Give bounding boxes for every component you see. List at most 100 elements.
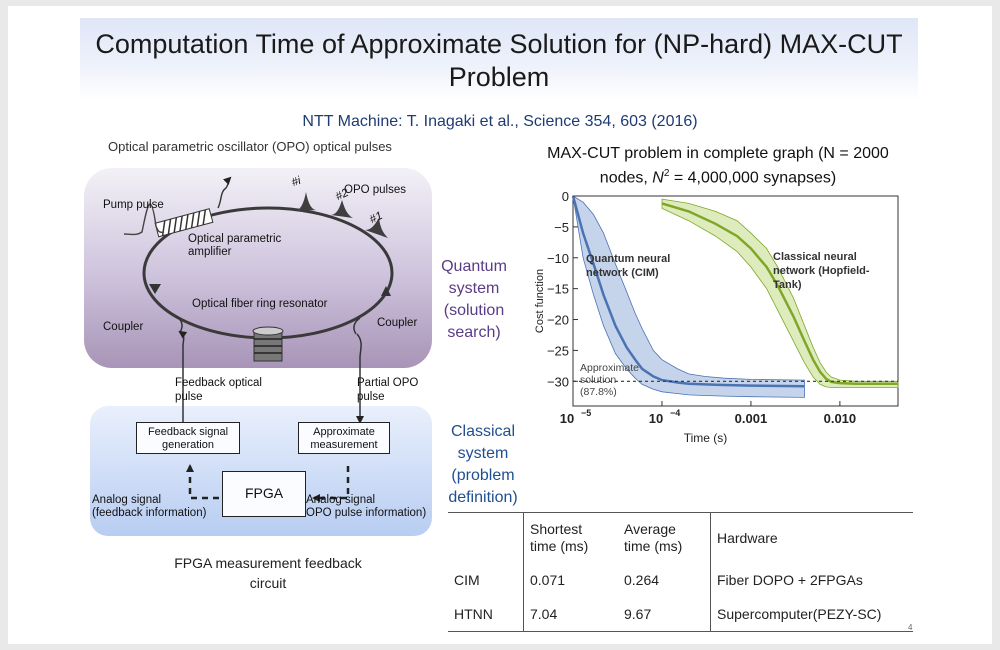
classical-label-line: Classical [450,423,515,440]
quantum-system-label: Quantum system (solution search) [434,256,514,344]
analog-left-label-1: Analog signal [92,494,162,506]
slide: Computation Time of Approximate Solution… [8,6,992,644]
chart-title-line-2: nodes, N2 = 4,000,000 synapses) [498,164,938,188]
series-band-0 [572,195,805,398]
ring-resonator-spool [252,326,284,362]
approx-annotation-1: Approximate [580,362,639,374]
cim-annotation-1: Quantum neural [586,253,670,265]
fpga-to-feedback-path [186,464,230,500]
approx-annotation-2: solution [580,374,616,386]
page-number: 4 [908,623,913,632]
fpga-caption: FPGA measurement feedback circuit [148,553,388,593]
header-shortest-line-2: time (ms) [530,538,589,554]
chart-title-line-1: MAX-CUT problem in complete graph (N = 2… [547,145,889,162]
pump-pulse-shape [123,203,165,236]
y-tick-label: −10 [547,251,569,266]
chart-title-sup: 2 [663,168,670,179]
measurement-box-label-2: measurement [310,439,378,451]
series-line-1 [661,202,898,386]
amplifier-label-1: Optical parametric [188,233,282,245]
series-line-0 [571,195,805,388]
x-tick-label: 0.010 [824,411,857,426]
series-band-1 [661,198,899,388]
analog-left-label-2: (feedback information) [92,507,207,519]
partial-pulse-label-2: pulse [357,391,385,403]
row-shortest: 0.071 [530,571,566,588]
chart-title-var: N [652,169,664,187]
results-table: Shortest time (ms) Average time (ms) Har… [448,512,913,632]
opo-schematic [123,176,394,502]
header-average-line-1: Average [624,521,676,537]
opo-pulses-label: OPO pulses [344,184,406,196]
classical-label-line: system [457,445,509,462]
y-tick-label: −15 [547,282,569,297]
opo-caption: Optical parametric oscillator (OPO) opti… [108,139,392,154]
header-cell-empty [448,512,524,563]
row-name: CIM [448,563,524,597]
ring-arrow-left [149,284,161,294]
feedback-box-label-2: generation [162,439,214,451]
partial-fiber [356,333,364,424]
table-header-row: Shortest time (ms) Average time (ms) Har… [448,512,913,564]
quantum-label-line: (solution [443,302,505,319]
chart-title-suffix: = 4,000,000 synapses) [669,169,837,187]
feedback-box-label-1: Feedback signal [147,426,229,438]
htnn-annotation-2: network (Hopfield- [773,265,870,277]
citation-subtitle: NTT Machine: T. Inagaki et al., Science … [302,113,698,130]
htnn-annotation-1: Classical neural [773,251,857,263]
analog-right-label-1: Analog signal [306,494,376,506]
classical-label-line: (problem [451,467,515,484]
title-band [80,18,918,100]
x-tick-label: 10 [649,411,663,426]
approx-annotation-3: (87.8%) [580,386,617,398]
cim-annotation-2: network (CIM) [586,267,659,279]
y-tick-label: −30 [547,374,569,389]
chart-title: MAX-CUT problem in complete graph (N = 2… [498,144,938,188]
y-tick-label: 0 [562,189,569,204]
coupler-left-label: Coupler [103,321,144,333]
coupler-right-shape [353,317,361,335]
quantum-label-line: system [448,280,500,297]
fpga-box: FPGA [222,471,306,517]
x-tick-label: 0.001 [735,411,768,426]
row-hardware: Supercomputer(PEZY-SC) [717,605,882,622]
y-tick-label: −25 [547,343,569,358]
quantum-label-line: Quantum [441,258,507,275]
x-tick-label: 10 [560,411,574,426]
table-row: CIM 0.071 0.264 Fiber DOPO + 2FPGAs [448,563,913,597]
pump-pulse-label: Pump pulse [103,199,164,211]
row-average: 9.67 [618,597,711,632]
ring-resonator-label: Optical fiber ring resonator [192,298,328,310]
header-shortest: Shortest time (ms) [524,513,619,564]
partial-pulse-label-1: Partial OPO [357,377,419,389]
chart-title-prefix: nodes, [599,169,653,187]
opo-pulse-1 [365,218,388,238]
feedback-pulse-label-1: Feedback optical [175,377,262,389]
row-name: HTNN [448,597,524,632]
analog-right-label-2: OPO pulse information) [306,507,427,519]
quantum-label-line: search) [447,324,501,341]
y-tick-label: −5 [554,220,569,235]
feedback-fiber [178,330,188,436]
feedback-signal-box: Feedback signal generation [136,422,240,454]
x-tick-exponent: −4 [670,408,680,418]
y-axis-label: Cost function [534,269,546,333]
header-average: Average time (ms) [618,512,711,563]
row-shortest: 7.04 [530,605,558,622]
feedback-pulse-label-2: pulse [175,391,203,403]
table-row: HTNN 7.04 9.67 Supercomputer(PEZY-SC) [448,597,913,632]
classical-label-line: definition) [448,489,518,506]
header-hardware: Hardware [717,529,778,546]
header-average-line-2: time (ms) [624,538,683,554]
fpga-caption-line-1: FPGA measurement feedback [174,555,362,571]
x-tick-exponent: −5 [581,408,591,418]
opo-pulse-i [294,192,318,211]
cost-function-chart: 0 −5 −10 −15 −20 −25 −30 10 −5 10 −4 0.001 0.010 Time… [534,189,899,445]
fpga-label: FPGA [244,485,284,501]
fpga-caption-line-2: circuit [249,575,287,591]
ring-arrow-right [381,286,391,296]
y-tick-label: −20 [547,313,569,328]
output-arrow [217,176,232,209]
classical-system-label: Classical system (problem definition) [438,421,528,509]
amplifier-block [154,208,214,238]
